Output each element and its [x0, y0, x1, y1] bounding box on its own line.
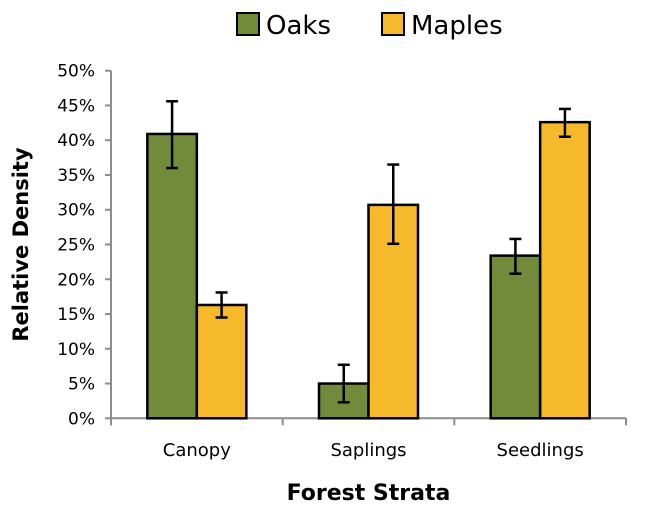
y-tick-label: 15% [57, 305, 95, 325]
y-tick-label: 0% [68, 409, 95, 429]
y-axis-title: Relative Density [9, 147, 33, 342]
bar-oaks-seedlings [489, 254, 542, 420]
bar-maples-seedlings [538, 120, 591, 420]
x-axis-title: Forest Strata [287, 481, 451, 506]
bar-oaks-canopy [146, 132, 199, 420]
legend-label: Oaks [266, 11, 331, 41]
x-tick-label: Canopy [163, 440, 231, 461]
y-tick-label: 50% [57, 62, 95, 82]
y-tick-label: 5% [68, 375, 95, 395]
x-tick-label: Seedlings [497, 440, 584, 461]
legend-swatch-maples [381, 12, 405, 36]
y-tick-label: 25% [57, 236, 95, 256]
y-tick-label: 40% [57, 131, 95, 151]
y-tick-label: 35% [57, 166, 95, 186]
y-tick-label: 45% [57, 96, 95, 116]
y-tick-label: 10% [57, 340, 95, 360]
legend-swatch-oaks [236, 12, 260, 36]
y-tick-label: 30% [57, 201, 95, 221]
x-tick-label: Saplings [330, 440, 406, 461]
legend-label: Maples [411, 11, 503, 41]
bar-maples-canopy [195, 303, 248, 420]
y-tick-label: 20% [57, 270, 95, 290]
